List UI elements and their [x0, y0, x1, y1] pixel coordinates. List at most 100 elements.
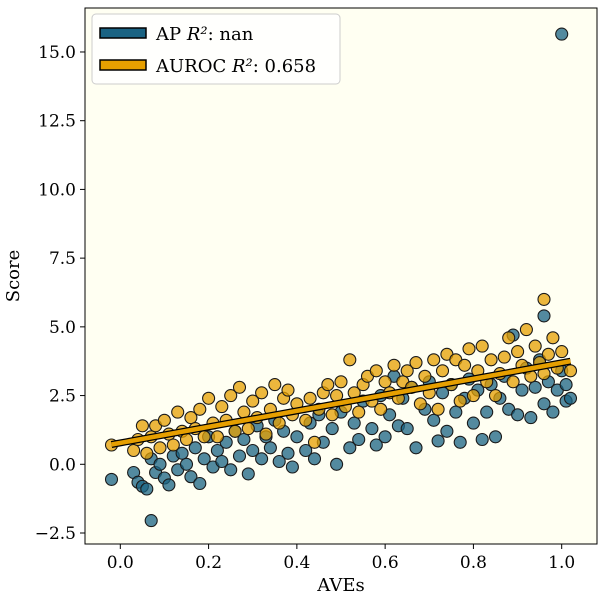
point-auroc: [157, 413, 171, 427]
point-auroc: [281, 383, 295, 397]
point-ap: [427, 413, 441, 427]
point-ap: [528, 380, 542, 394]
point-ap: [285, 460, 299, 474]
point-auroc: [307, 435, 322, 449]
point-ap: [175, 446, 189, 460]
point-ap: [466, 416, 480, 430]
point-ap: [409, 441, 423, 455]
point-ap: [144, 514, 158, 528]
legend-box: [91, 13, 341, 85]
y-tick-label: 7.5: [49, 249, 76, 269]
x-tick-label: 0.6: [372, 553, 399, 573]
point-ap: [184, 470, 198, 484]
point-auroc: [334, 375, 348, 389]
point-auroc: [299, 413, 313, 427]
legend-swatch-ap: [99, 27, 147, 39]
point-ap: [453, 435, 467, 449]
point-auroc: [369, 364, 383, 378]
x-tick-label: 0.4: [283, 553, 310, 573]
point-auroc: [435, 364, 450, 378]
point-ap: [241, 467, 255, 481]
point-auroc: [166, 438, 180, 452]
point-ap: [352, 432, 366, 447]
point-ap: [537, 309, 551, 323]
point-ap: [365, 422, 379, 436]
point-auroc: [462, 342, 476, 356]
x-tick-label: 0.0: [107, 553, 134, 573]
point-auroc: [506, 375, 520, 389]
point-auroc: [453, 394, 467, 408]
point-auroc: [484, 353, 498, 367]
fit-line-group: [110, 357, 572, 448]
point-auroc: [193, 402, 207, 416]
legend-swatch-auroc: [99, 59, 147, 71]
point-auroc: [409, 356, 423, 370]
fit-line: [111, 358, 571, 447]
x-tick-label: 1.0: [548, 553, 575, 573]
legend-label-auroc: AUROC R²: 0.658: [155, 56, 316, 77]
point-auroc: [321, 378, 335, 392]
point-ap: [524, 411, 538, 425]
y-axis-ticks: −2.5 0.0 2.5 5.0 7.5 10.0 12.5 15.0: [35, 43, 85, 544]
x-tick-label: 0.8: [460, 553, 487, 573]
point-auroc: [224, 389, 238, 403]
point-ap: [343, 441, 357, 455]
point-ap: [224, 463, 238, 477]
point-ap: [480, 405, 494, 419]
point-auroc: [431, 402, 445, 416]
y-tick-label: 5.0: [49, 318, 76, 338]
point-auroc: [184, 411, 198, 425]
point-auroc: [179, 432, 194, 447]
point-ap: [188, 441, 202, 455]
point-ap: [546, 405, 560, 419]
point-ap: [140, 482, 154, 496]
point-ap: [179, 457, 194, 471]
point-ap: [449, 405, 463, 419]
point-ap: [290, 430, 304, 444]
point-auroc: [352, 405, 366, 419]
point-ap: [153, 457, 167, 471]
point-ap: [400, 422, 414, 436]
point-ap: [347, 416, 361, 430]
point-ap: [246, 443, 260, 458]
point-auroc: [555, 345, 569, 359]
y-tick-label: 12.5: [38, 112, 76, 132]
point-auroc: [528, 339, 542, 353]
point-auroc: [466, 389, 480, 403]
point-auroc: [241, 422, 255, 436]
point-auroc: [135, 419, 149, 433]
y-axis-label: Score: [3, 250, 24, 303]
point-auroc: [127, 443, 141, 458]
point-auroc: [202, 391, 216, 405]
point-ap: [563, 391, 578, 405]
point-auroc: [140, 446, 154, 460]
y-tick-label: 10.0: [38, 180, 76, 200]
point-auroc: [497, 350, 511, 364]
point-auroc: [343, 353, 357, 367]
point-auroc: [272, 416, 286, 430]
point-ap: [263, 441, 277, 455]
point-ap: [369, 438, 383, 452]
point-auroc: [387, 358, 401, 372]
point-auroc: [488, 389, 503, 403]
legend-label-ap: AP R²: nan: [155, 24, 254, 45]
point-ap: [210, 443, 224, 458]
point-auroc: [413, 397, 427, 411]
point-auroc: [458, 358, 472, 372]
point-ap: [431, 434, 445, 448]
point-auroc: [541, 347, 555, 361]
point-ap: [197, 452, 211, 466]
point-auroc: [197, 430, 211, 444]
point-auroc: [374, 402, 388, 416]
point-auroc: [246, 394, 260, 408]
point-ap: [555, 27, 569, 41]
plot-frame: [84, 7, 598, 545]
point-ap: [215, 454, 229, 469]
point-ap: [104, 472, 119, 486]
point-auroc: [502, 331, 516, 345]
y-tick-label: −2.5: [35, 524, 76, 544]
point-auroc: [537, 292, 551, 306]
point-ap: [537, 397, 551, 411]
point-auroc: [427, 353, 441, 367]
